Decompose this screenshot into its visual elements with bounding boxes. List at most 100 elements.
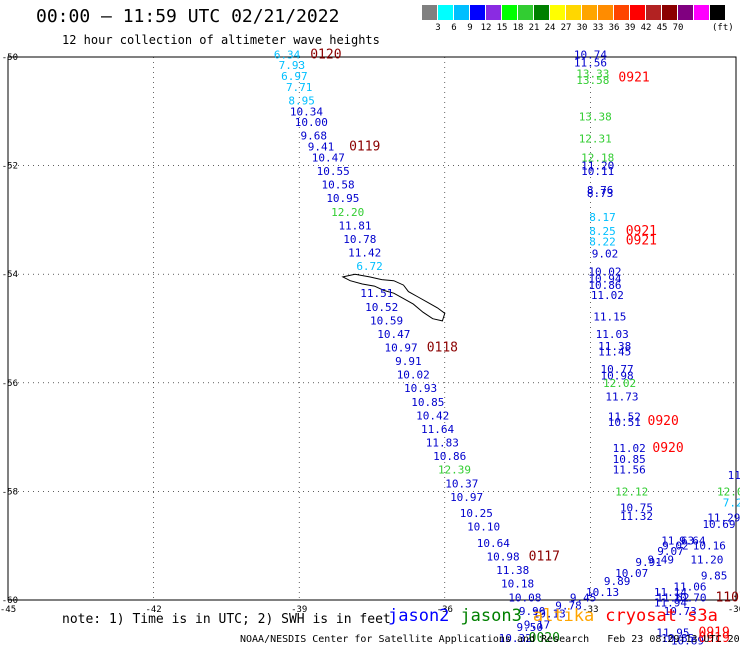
wave-height-label: 10.08 [508, 591, 541, 604]
wave-height-label: 10.75 [620, 502, 653, 515]
wave-height-label: 10.25 [460, 507, 493, 520]
wave-height-label: 10.77 [601, 363, 634, 376]
wave-height-label: 8.22 [589, 236, 616, 249]
wave-height-label: 11.64 [421, 423, 454, 436]
wave-height-label: 11.56 [613, 464, 646, 477]
wave-height-label: 11.45 [598, 345, 631, 358]
wave-height-label: 11.14 [654, 586, 687, 599]
satellite-legend-entry: cryosat s3a [605, 606, 718, 626]
wave-height-label: 10.55 [317, 165, 350, 178]
longitude-tick-label: -42 [145, 605, 161, 615]
satellite-legend-entry: altika [532, 606, 595, 626]
latitude-tick-label: -60 [2, 596, 18, 606]
wave-height-label: 9.78 [555, 599, 582, 612]
satellite-legend-entry: jason2 [388, 606, 450, 626]
latitude-tick-label: -58 [2, 487, 18, 497]
footer-credit: NOAA/NESDIS Center for Satellite Applica… [240, 634, 740, 645]
wave-height-label: 10.98 [601, 370, 634, 383]
latitude-tick-label: -52 [2, 162, 18, 172]
wave-height-label: 6.34 [274, 48, 301, 61]
colorbar-swatch [438, 5, 453, 20]
wave-height-label: 13.58 [576, 74, 609, 87]
wave-height-label: 9.07 [657, 545, 684, 558]
colorbar-swatch [694, 5, 709, 20]
longitude-tick-label: -30 [728, 605, 740, 615]
wave-height-label: 11.52 [608, 410, 641, 423]
longitude-tick-label: -39 [291, 605, 307, 615]
colorbar-tick-label: 9 [467, 23, 473, 33]
wave-height-label: 9.85 [701, 570, 728, 583]
colorbar-swatch [662, 5, 677, 20]
pass-time-label: 1107 [715, 590, 740, 605]
wave-height-label: 10.74 [574, 48, 607, 61]
wave-height-label: 10.58 [321, 179, 354, 192]
longitude-tick-label: -33 [582, 605, 598, 615]
wave-height-label: 10.47 [377, 328, 410, 341]
longitude-tick-label: -36 [437, 605, 453, 615]
wave-height-label: 9.02 [592, 248, 619, 261]
colorbar-unit: (ft) [712, 23, 734, 33]
wave-height-label: 10.85 [613, 453, 646, 466]
wave-height-label: 9.89 [604, 575, 631, 588]
map-frame [7, 56, 737, 601]
colorbar-swatch [534, 5, 549, 20]
colorbar-swatch [710, 5, 725, 20]
wave-height-label: 11.03 [596, 328, 629, 341]
colorbar-tick-label: 18 [512, 23, 524, 33]
wave-height-label: 6.72 [356, 260, 383, 273]
wave-height-label: 10.86 [433, 450, 466, 463]
wave-height-label: 8.95 [288, 94, 315, 107]
wave-height-label: 8.76 [587, 184, 614, 197]
wave-height-label: 10.47 [312, 151, 345, 164]
map-subtitle: 12 hour collection of altimeter wave hei… [62, 33, 380, 47]
wave-height-label: 10.11 [581, 165, 614, 178]
wave-height-label: 9.41 [308, 141, 335, 154]
wave-height-label: 10.10 [467, 521, 500, 534]
wave-height-label: 10.51 [608, 416, 641, 429]
wave-height-label: 10.95 [326, 192, 359, 205]
wave-height-label: 12.02 [603, 377, 636, 390]
wave-height-label: 11.42 [348, 246, 381, 259]
colorbar-swatch [630, 5, 645, 20]
pass-time-label: 0921 [626, 234, 657, 249]
wave-height-label: 12.39 [438, 464, 471, 477]
wave-height-label: 11.20 [690, 553, 723, 566]
wave-height-label: 11.02 [591, 289, 624, 302]
wave-height-label: 10.69 [702, 518, 735, 531]
colorbar-swatch [518, 5, 533, 20]
wave-height-label: 11.56 [574, 56, 607, 69]
map-title: 00:00 – 11:59 UTC 02/21/2022 [36, 6, 340, 27]
satellite-legend: jason2 jason3 altika cryosat s3a [388, 606, 729, 626]
wave-height-label: 13.38 [579, 111, 612, 124]
wave-height-label: 10.98 [486, 551, 519, 564]
wave-height-label: 10.85 [661, 632, 694, 645]
colorbar-swatch [454, 5, 469, 20]
wave-height-label: 11.32 [620, 510, 653, 523]
wave-height-label: 8.17 [589, 211, 616, 224]
colorbar-tick-label: 3 [435, 23, 441, 33]
wave-height-label: 11.51 [360, 287, 393, 300]
wave-height-label: 9.49 [648, 553, 675, 566]
wave-height-label: 10.97 [385, 342, 418, 355]
colorbar-swatch [646, 5, 661, 20]
generated-timestamp: Feb 23 08:29:13 UTC 2022 [607, 634, 740, 645]
wave-height-label: 10.34 [290, 105, 323, 118]
wave-height-label: 10.78 [343, 233, 376, 246]
pass-time-label: 0921 [618, 71, 649, 86]
wave-height-label: 12.12 [615, 485, 648, 498]
colorbar-tick-label: 33 [592, 23, 604, 33]
wave-height-label: 11.38 [598, 340, 631, 353]
pass-time-label: 0919 [699, 626, 730, 641]
wave-height-label: 9.64 [679, 534, 706, 547]
pass-time-label: 0920 [652, 441, 683, 456]
colorbar-swatch [678, 5, 693, 20]
pass-time-label: 0020 [529, 631, 560, 646]
colorbar-swatch [550, 5, 565, 20]
wave-height-label: 11.06 [673, 580, 706, 593]
wave-height-label: 10.85 [411, 396, 444, 409]
longitude-tick-label: -45 [0, 605, 16, 615]
wave-height-label: 10.37 [445, 477, 478, 490]
latitude-tick-label: -56 [2, 379, 18, 389]
colorbar-tick-label: 15 [496, 23, 508, 33]
